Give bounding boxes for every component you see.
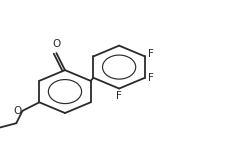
Text: F: F — [148, 49, 153, 59]
Text: F: F — [116, 91, 121, 101]
Text: O: O — [13, 106, 21, 116]
Text: F: F — [148, 73, 153, 83]
Text: O: O — [52, 39, 60, 49]
